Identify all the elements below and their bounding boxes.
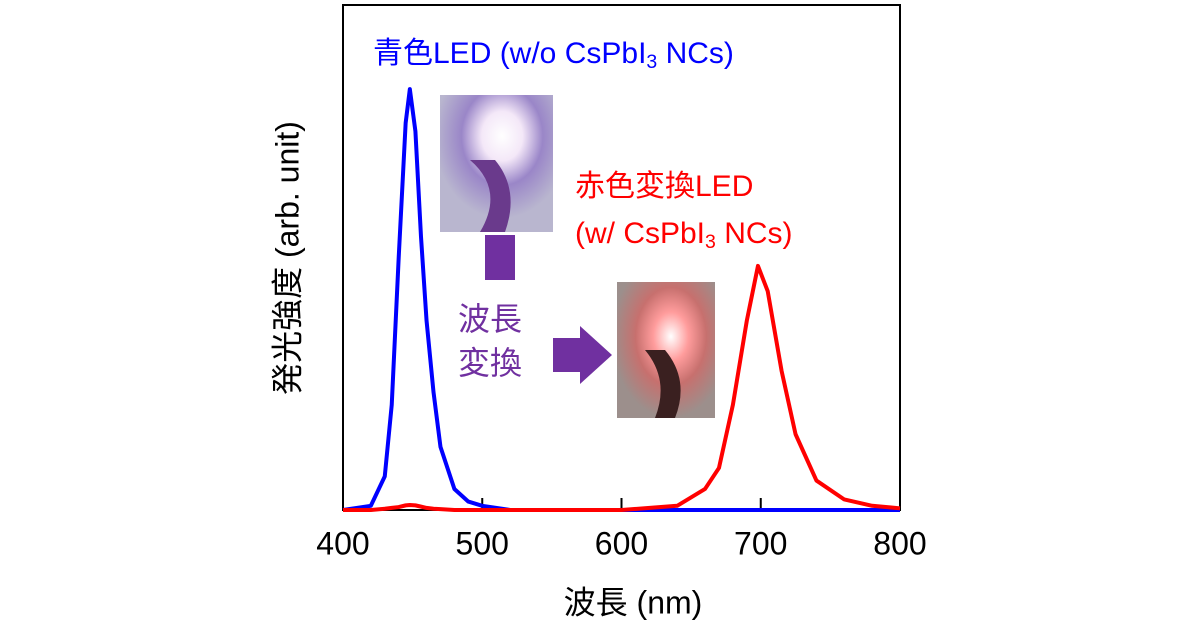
annotation: 赤色変換LED: [575, 170, 753, 203]
y-axis-label: 発光強度 (arb. unit): [269, 121, 305, 395]
x-tick-label: 600: [595, 525, 648, 561]
annotation-text: 赤色変換LED: [575, 170, 753, 203]
line-series: [343, 263, 901, 512]
subscript: 3: [705, 231, 716, 253]
connector-bar: [485, 235, 515, 280]
annotation-text: NCs): [657, 37, 734, 70]
x-tick-label: 500: [456, 525, 509, 561]
annotation-text: (w/ CsPbI: [575, 217, 705, 250]
annotation: 変換: [458, 345, 522, 381]
blue-led-wire: [470, 160, 511, 232]
annotation: 波長: [458, 301, 522, 337]
x-axis-label: 波長 (nm): [564, 584, 703, 620]
annotation-text: 青色LED (w/o CsPbI: [373, 37, 646, 70]
annotation-text: 変換: [458, 345, 522, 381]
subscript: 3: [646, 51, 657, 73]
annotation: 青色LED (w/o CsPbI3 NCs): [373, 37, 734, 73]
plot-frame: [342, 4, 901, 511]
arrow: [553, 326, 612, 384]
x-tick-label: 400: [316, 525, 369, 561]
annotation: (w/ CsPbI3 NCs): [575, 217, 793, 253]
annotation-text: NCs): [716, 217, 793, 250]
annotation-text: 波長: [458, 301, 522, 337]
red-led-wire: [645, 350, 681, 418]
x-tick-label: 700: [734, 525, 787, 561]
x-tick-label: 800: [873, 525, 926, 561]
